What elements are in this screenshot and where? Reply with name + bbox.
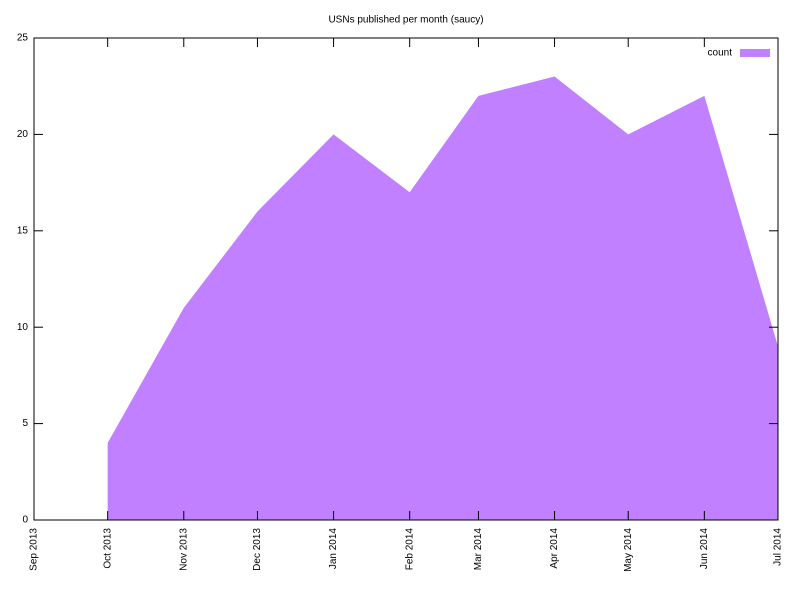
y-tick-label: 10 xyxy=(17,322,29,333)
x-tick-label: Mar 2014 xyxy=(473,528,484,571)
x-tick-label: Apr 2014 xyxy=(549,528,560,569)
y-tick-label: 0 xyxy=(22,515,28,526)
y-tick-label: 25 xyxy=(17,33,29,44)
plot-frame xyxy=(33,37,779,521)
x-tick-label: Jan 2014 xyxy=(328,528,339,570)
area xyxy=(107,76,778,520)
x-tick-label: Oct 2013 xyxy=(102,528,113,569)
y-tick-label: 15 xyxy=(17,225,29,236)
y-tick-label: 20 xyxy=(17,129,29,140)
x-tick-label: Jun 2014 xyxy=(699,528,710,570)
x-tick-label: Dec 2013 xyxy=(252,528,263,571)
x-tick-label: Jul 2014 xyxy=(773,528,784,566)
x-tick-label: Feb 2014 xyxy=(404,528,415,571)
x-tick-label: Sep 2013 xyxy=(29,528,40,571)
legend-label: count xyxy=(708,48,733,59)
legend-swatch xyxy=(740,49,770,57)
x-tick-label: Nov 2013 xyxy=(178,528,189,571)
y-tick-label: 5 xyxy=(22,418,28,429)
x-tick-label: May 2014 xyxy=(623,528,634,572)
chart-title: USNs published per month (saucy) xyxy=(328,15,483,26)
